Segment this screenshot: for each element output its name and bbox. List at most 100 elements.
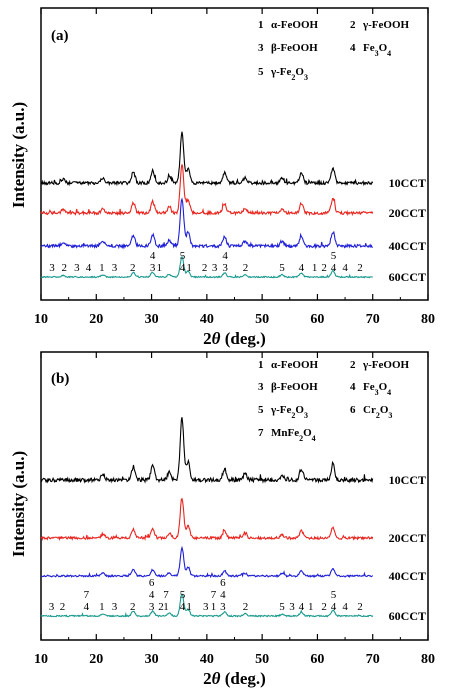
legend-number: 2	[350, 19, 356, 31]
series-label: 60CCT	[389, 609, 426, 623]
peak-phase-label: 2	[321, 262, 327, 274]
peak-phase-label: 3	[49, 601, 55, 613]
x-tick-label: 70	[366, 652, 380, 667]
peak-phase-label: 2	[357, 601, 363, 613]
peak-phase-label: 2	[243, 601, 249, 613]
legend-entry: MnFe2O4	[271, 427, 316, 443]
peak-phase-label: 1	[308, 601, 314, 613]
peak-phase-label: 2	[202, 262, 208, 274]
series-label: 40CCT	[389, 239, 426, 253]
x-tick-label: 70	[366, 312, 380, 327]
panel-a: 10 20 30 40 50 60 70 80 2θ (deg.) Intensity (a.u.…	[9, 7, 435, 348]
legend-number: 6	[350, 404, 356, 416]
x-tick-label: 40	[200, 312, 214, 327]
legend-entry: Cr2O3	[363, 404, 392, 420]
legend-entry: Fe3O4	[363, 42, 391, 58]
peak-phase-label: 5	[331, 589, 337, 601]
peak-phase-label: 2	[321, 601, 327, 613]
legend-entry: β-FeOOH	[271, 42, 318, 54]
series-label: 60CCT	[389, 270, 426, 284]
peak-phase-label: 4	[150, 250, 156, 262]
x-axis-title: 2θ (deg.)	[203, 329, 266, 348]
x-tick-label: 10	[34, 312, 48, 327]
panel-b: 10 20 30 40 50 60 70 80 2θ (deg.) Intensity (a.u.…	[9, 351, 435, 688]
plot-frame	[40, 351, 429, 641]
x-tick-label: 60	[310, 652, 324, 667]
peak-phase-label: 4	[84, 601, 90, 613]
legend-number: 4	[350, 42, 356, 54]
peak-phase-label: 4	[222, 250, 228, 262]
peak-phase-label: 1	[99, 262, 105, 274]
x-tick-label: 60	[310, 312, 324, 327]
series-label: 10CCT	[389, 176, 426, 190]
legend-number: 3	[258, 42, 264, 54]
series-line	[40, 417, 374, 484]
x-tick-label: 20	[89, 652, 103, 667]
series-line	[40, 497, 374, 542]
peak-phase-label: 3	[212, 262, 218, 274]
series-line	[40, 164, 374, 217]
panel-label: (b)	[51, 371, 69, 387]
series-label: 20CCT	[389, 531, 426, 545]
y-axis-title: Intensity (a.u.)	[9, 102, 28, 208]
peak-phase-label: 1	[99, 601, 105, 613]
peak-phase-label: 5	[279, 262, 285, 274]
peak-phase-label: 1	[163, 601, 169, 613]
peak-phase-label: 2	[243, 262, 249, 274]
peak-phase-label: 7	[84, 589, 90, 601]
x-axis-title: 2θ (deg.)	[203, 669, 266, 688]
x-tick-label: 50	[255, 312, 269, 327]
peak-phase-label: 3	[220, 601, 226, 613]
peak-phase-label: 3	[49, 262, 55, 274]
peak-phase-label: 3	[203, 601, 209, 613]
peak-phase-label: 3	[112, 262, 118, 274]
series-line	[40, 255, 373, 279]
legend-number: 3	[258, 381, 264, 393]
peak-phase-label: 3	[74, 262, 80, 274]
peak-phase-label: 2	[158, 601, 164, 613]
peak-phase-label: 4	[180, 601, 186, 613]
peak-phase-label: 4	[86, 262, 92, 274]
x-tick-label: 80	[421, 312, 435, 327]
peak-phase-label: 5	[180, 250, 186, 262]
peak-phase-label: 3	[149, 601, 155, 613]
peak-phase-label: 2	[130, 262, 136, 274]
peak-phase-label: 6	[149, 577, 155, 589]
legend-entry: Fe3O4	[363, 381, 391, 397]
peak-phase-label: 4	[299, 601, 305, 613]
peak-phase-label: 7	[163, 589, 169, 601]
legend-entry: α-FeOOH	[271, 19, 319, 31]
series-label: 40CCT	[389, 569, 426, 583]
panel-label: (a)	[51, 28, 69, 44]
x-tick-label: 10	[34, 652, 48, 667]
peak-phase-label: 4	[299, 262, 305, 274]
legend-number: 1	[258, 359, 264, 371]
peak-phase-label: 3	[150, 262, 156, 274]
peak-phase-label: 2	[60, 601, 66, 613]
legend-number: 7	[258, 427, 264, 439]
legend-number: 2	[350, 359, 356, 371]
legend-number: 4	[350, 381, 356, 393]
series-label: 20CCT	[389, 206, 426, 220]
peak-phase-label: 4	[331, 601, 337, 613]
peak-phase-label: 3	[112, 601, 118, 613]
x-tick-label: 40	[200, 652, 214, 667]
series-line	[40, 131, 374, 187]
peak-phase-label: 2	[61, 262, 67, 274]
peak-phase-label: 4	[149, 589, 155, 601]
x-tick-label: 30	[145, 312, 159, 327]
x-tick-label: 50	[255, 652, 269, 667]
legend-entry: α-FeOOH	[271, 359, 319, 371]
peak-phase-label: 5	[331, 250, 337, 262]
legend-entry: γ-Fe2O3	[270, 404, 308, 420]
legend-entry: γ-Fe2O3	[270, 66, 308, 82]
series-line	[40, 593, 374, 618]
legend-number: 5	[258, 66, 264, 78]
peak-phase-label: 4	[220, 589, 226, 601]
series-label: 10CCT	[389, 473, 426, 487]
legend-entry: β-FeOOH	[271, 381, 318, 393]
peak-phase-label: 6	[220, 577, 226, 589]
peak-phase-label: 3	[289, 601, 295, 613]
peak-phase-label: 5	[180, 589, 186, 601]
